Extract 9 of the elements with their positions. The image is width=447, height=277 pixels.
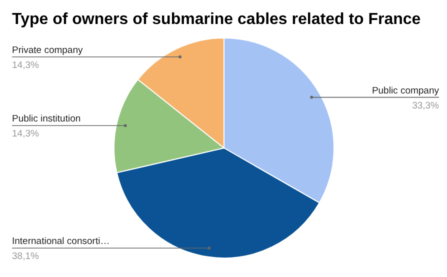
slice-label: Public institution xyxy=(12,114,81,125)
slice-label: International consorti… xyxy=(12,236,110,248)
slice-label: Public company xyxy=(372,85,440,96)
data-label: 14,3% xyxy=(12,60,40,71)
chart-title: Type of owners of submarine cables related to France xyxy=(12,11,421,28)
slice-label: Private company xyxy=(12,44,84,56)
data-label: 14,3% xyxy=(12,128,40,140)
data-label: 38,1% xyxy=(12,251,40,262)
data-label: 33,3% xyxy=(412,100,440,112)
